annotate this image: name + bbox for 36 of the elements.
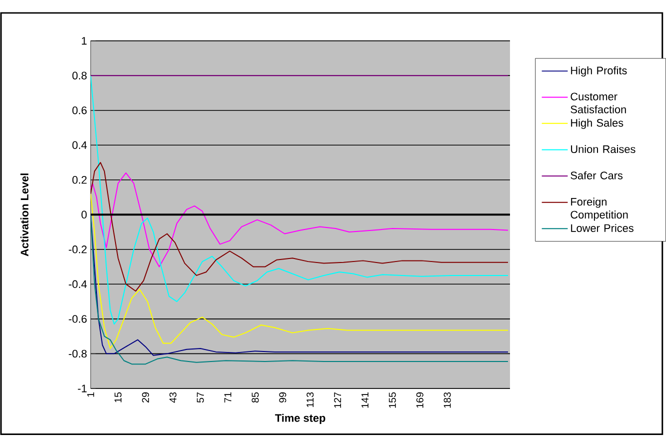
- x-tick-label: 15: [114, 392, 122, 402]
- y-tick-label: -0.4: [68, 280, 87, 288]
- y-tick-label: 0.6: [72, 106, 87, 114]
- legend-label: Safer Cars: [570, 171, 623, 180]
- x-tick-label: 71: [224, 392, 232, 402]
- x-tick-label: 99: [279, 392, 286, 402]
- x-tick-label: 113: [306, 392, 314, 407]
- y-tick-label: 0: [81, 210, 87, 218]
- y-tick-label: -0.6: [68, 314, 87, 323]
- legend-label: Union Raises: [571, 144, 636, 153]
- x-tick-label: 169: [416, 392, 424, 408]
- legend-label: High Sales: [571, 118, 624, 129]
- line-series: [90, 172, 509, 268]
- x-tick-label: 85: [252, 392, 259, 402]
- legend-label: Foreign Competition: [570, 198, 628, 221]
- x-tick-label: 127: [334, 392, 342, 408]
- y-tick-label: 1: [82, 36, 87, 44]
- y-tick-label: 0.4: [72, 141, 87, 149]
- legend-label: Lower Prices: [571, 224, 634, 232]
- y-tick-label: -0.8: [68, 350, 87, 358]
- y-tick-label: 0.8: [72, 72, 87, 80]
- x-tick-label: 141: [362, 392, 368, 408]
- y-axis-title: Activation Level: [20, 173, 28, 256]
- x-tick-label: 57: [196, 392, 204, 402]
- y-tick-label: -1: [78, 384, 87, 392]
- x-tick-label: 29: [142, 392, 150, 402]
- y-tick-label: -0.2: [68, 245, 87, 254]
- x-tick-label: 155: [388, 392, 396, 408]
- line-series: [90, 193, 509, 349]
- x-axis-title: Time step: [275, 414, 326, 424]
- legend-label: High Profits: [571, 66, 627, 76]
- x-tick-label: 1: [87, 392, 94, 397]
- y-tick-label: 0.2: [72, 176, 87, 184]
- x-tick-label: 43: [169, 392, 176, 403]
- x-tick-label: 183: [444, 392, 451, 408]
- legend-label: Customer Satisfaction: [570, 92, 626, 114]
